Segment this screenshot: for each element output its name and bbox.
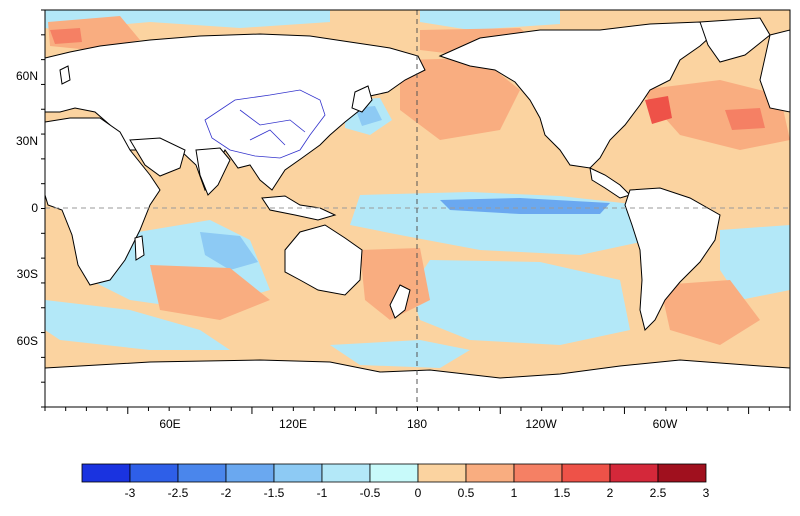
- land-arabia: [129, 137, 186, 177]
- land-australia: [284, 224, 363, 296]
- land-madagascar: [134, 235, 145, 261]
- colorbar-label-1-5: 1.5: [554, 486, 571, 500]
- colorbar-swatch-0: [81, 463, 131, 483]
- lat-label-60n: 60N: [16, 69, 38, 83]
- lon-label-60e: 60E: [159, 417, 180, 431]
- warm-patch-north-atlantic: [640, 80, 790, 150]
- colorbar-swatch-4: [273, 463, 323, 483]
- land-eurasia: [45, 33, 426, 192]
- colorbar: [81, 463, 707, 483]
- colorbar-swatch-3: [225, 463, 275, 483]
- china-internal-1: [239, 109, 306, 133]
- colorbar-swatch-5: [321, 463, 371, 483]
- lon-label-60w: 60W: [653, 417, 678, 431]
- cool-patch-south-atlantic: [720, 225, 790, 300]
- china-internal-2: [249, 129, 286, 146]
- lat-label-30s: 30S: [17, 267, 38, 281]
- cool-patch-arctic-pacific: [420, 10, 560, 30]
- red-patch-gulf-stream: [645, 96, 672, 124]
- colorbar-label-0-5: 0.5: [458, 486, 475, 500]
- colorbar-label-1: 1: [511, 486, 518, 500]
- lat-label-60s: 60S: [17, 334, 38, 348]
- colorbar-label-neg3: -3: [125, 486, 136, 500]
- colorbar-swatch-12: [657, 463, 707, 483]
- colorbar-label-2: 2: [607, 486, 614, 500]
- lon-label-120w: 120W: [525, 417, 557, 431]
- axis-ticks: [41, 9, 791, 414]
- lat-label-0: 0: [31, 201, 38, 215]
- blue-patch-indian: [200, 232, 258, 270]
- land-africa: [45, 117, 161, 286]
- warm-patch-north-pacific: [400, 58, 520, 140]
- cool-patch-southern-ocean: [330, 340, 470, 368]
- red-patch-arctic: [50, 28, 82, 44]
- colorbar-swatch-2: [177, 463, 227, 483]
- colorbar-swatch-11: [609, 463, 659, 483]
- land-central-america: [589, 167, 631, 199]
- colorbar-swatch-10: [561, 463, 611, 483]
- colorbar-swatch-6: [369, 463, 419, 483]
- land-south-america: [624, 187, 721, 331]
- colorbar-label-neg2-5: -2.5: [168, 486, 189, 500]
- blue-patch-nino: [440, 198, 610, 214]
- warm-patch-south-indian: [150, 265, 270, 320]
- colorbar-swatch-7: [417, 463, 467, 483]
- colorbar-label-0: 0: [415, 486, 422, 500]
- land-japan: [351, 85, 373, 113]
- colorbar-label-3: 3: [703, 486, 710, 500]
- land-india: [195, 147, 231, 196]
- colorbar-label-neg0-5: -0.5: [360, 486, 381, 500]
- colorbar-label-neg1: -1: [317, 486, 328, 500]
- land-greenland: [699, 17, 771, 63]
- colorbar-label-2-5: 2.5: [650, 486, 667, 500]
- lon-label-180: 180: [407, 417, 427, 431]
- lat-label-30n: 30N: [16, 134, 38, 148]
- land-east-siberia-right: [759, 29, 790, 113]
- cool-patch-south-pacific: [410, 260, 630, 345]
- lon-label-120e: 120E: [279, 417, 307, 431]
- land-north-america: [438, 21, 721, 169]
- red-patch-atlantic-east: [725, 108, 765, 130]
- warm-patch-tasman: [360, 248, 430, 320]
- colorbar-label-neg2: -2: [221, 486, 232, 500]
- colorbar-labels: -3 -2.5 -2 -1.5 -1 -0.5 0 0.5 1 1.5 2 2.…: [125, 486, 710, 500]
- colorbar-label-neg1-5: -1.5: [264, 486, 285, 500]
- land-uk: [59, 65, 71, 85]
- colorbar-swatch-9: [513, 463, 563, 483]
- china-borders: [204, 89, 326, 159]
- colorbar-swatch-8: [465, 463, 515, 483]
- warm-patch-south-atlantic: [660, 280, 760, 345]
- china-outline: [204, 89, 326, 159]
- cool-patch-southern-indian: [45, 300, 230, 350]
- colorbar-swatch-1: [129, 463, 179, 483]
- land-new-zealand: [389, 284, 411, 319]
